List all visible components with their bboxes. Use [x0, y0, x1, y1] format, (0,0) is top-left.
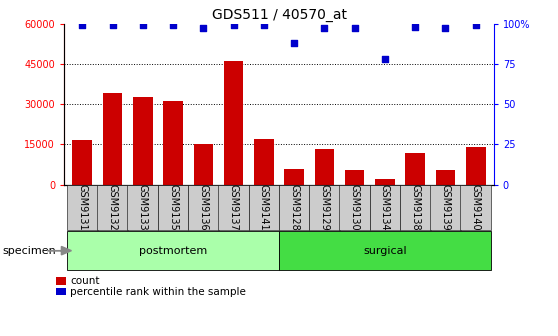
- Point: [199, 26, 208, 31]
- Point: [78, 23, 87, 28]
- Bar: [466, 147, 485, 185]
- Bar: [284, 169, 304, 185]
- Bar: [133, 97, 153, 185]
- Point: [471, 23, 480, 28]
- Text: GSM9133: GSM9133: [138, 184, 148, 231]
- Bar: [436, 170, 455, 185]
- Point: [138, 23, 147, 28]
- Point: [381, 56, 389, 62]
- Text: GSM9140: GSM9140: [471, 184, 480, 231]
- Point: [320, 26, 329, 31]
- Bar: [163, 101, 183, 185]
- Text: GSM9134: GSM9134: [380, 184, 390, 231]
- Point: [229, 23, 238, 28]
- Text: GSM9128: GSM9128: [289, 184, 299, 231]
- Text: GSM9131: GSM9131: [78, 184, 87, 231]
- Text: GSM9138: GSM9138: [410, 184, 420, 231]
- Bar: [73, 140, 92, 185]
- Text: postmortem: postmortem: [139, 246, 207, 256]
- Bar: [375, 179, 395, 185]
- Bar: [405, 153, 425, 185]
- Point: [350, 26, 359, 31]
- Bar: [194, 144, 213, 185]
- Bar: [224, 61, 243, 185]
- Text: GSM9139: GSM9139: [440, 184, 450, 231]
- Text: count: count: [70, 276, 100, 286]
- Text: percentile rank within the sample: percentile rank within the sample: [70, 287, 246, 297]
- Point: [411, 24, 420, 30]
- Text: surgical: surgical: [363, 246, 407, 256]
- Bar: [345, 170, 364, 185]
- Text: GSM9137: GSM9137: [229, 184, 239, 231]
- Point: [108, 23, 117, 28]
- Title: GDS511 / 40570_at: GDS511 / 40570_at: [211, 8, 347, 23]
- Text: GSM9136: GSM9136: [198, 184, 208, 231]
- Text: GSM9135: GSM9135: [168, 184, 178, 231]
- Text: GSM9132: GSM9132: [108, 184, 118, 231]
- Text: specimen: specimen: [3, 246, 56, 256]
- Text: GSM9130: GSM9130: [350, 184, 360, 231]
- Point: [259, 23, 268, 28]
- Bar: [315, 149, 334, 185]
- Text: GSM9141: GSM9141: [259, 184, 269, 231]
- Text: GSM9129: GSM9129: [319, 184, 329, 231]
- Point: [290, 40, 299, 46]
- Bar: [103, 93, 122, 185]
- Point: [169, 23, 177, 28]
- Point: [441, 26, 450, 31]
- Bar: [254, 139, 274, 185]
